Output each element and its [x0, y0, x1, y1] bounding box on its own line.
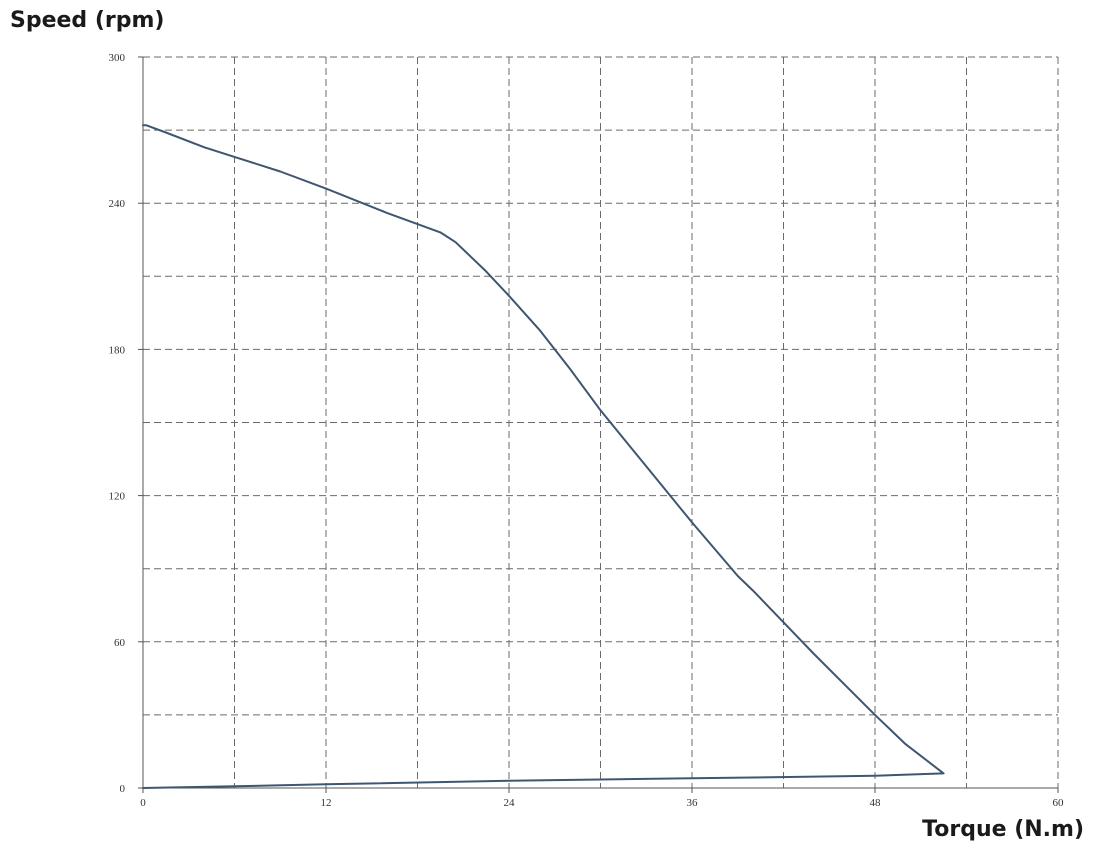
speed-torque-curve	[142, 124, 945, 789]
y-tick-label: 0	[120, 783, 126, 795]
y-axis-label: Speed (rpm)	[10, 8, 165, 33]
y-tick-label: 300	[109, 52, 126, 64]
x-axis-label: Torque (N.m)	[922, 817, 1084, 842]
y-tick-label: 120	[109, 491, 126, 503]
grid-lines	[143, 56, 1059, 788]
y-tick-label: 240	[109, 198, 126, 210]
y-tick-label: 60	[114, 637, 126, 649]
tick-labels: 0 12 24 36 48 60 0 60 120 180 240 300	[109, 52, 1065, 809]
x-tick-label: 0	[140, 797, 146, 809]
x-tick-label: 48	[870, 797, 882, 809]
x-tick-label: 60	[1053, 797, 1065, 809]
x-tick-label: 24	[504, 797, 516, 809]
axes	[138, 56, 1059, 793]
series-group	[142, 124, 945, 789]
y-tick-label: 180	[109, 344, 126, 356]
x-tick-label: 12	[321, 797, 332, 809]
x-tick-label: 36	[687, 797, 699, 809]
